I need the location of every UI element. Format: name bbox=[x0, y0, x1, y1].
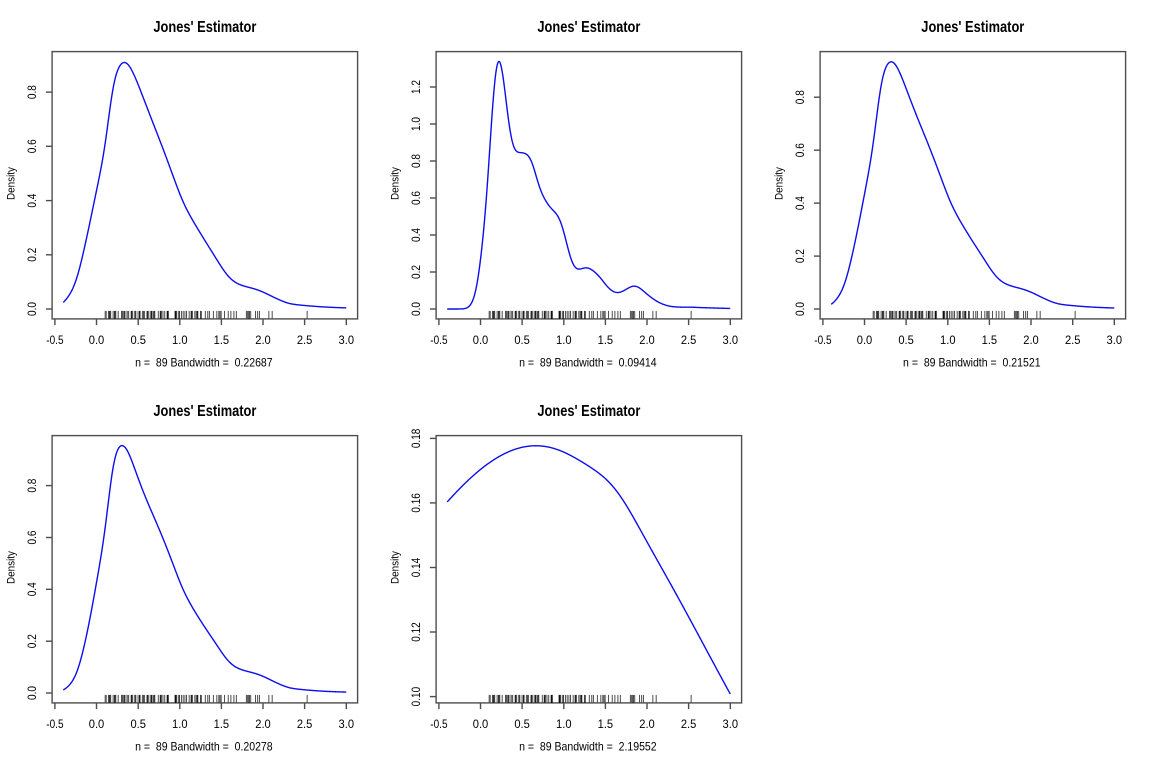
svg-text:0.0: 0.0 bbox=[473, 719, 489, 731]
svg-text:0.4: 0.4 bbox=[411, 227, 423, 242]
svg-text:0.5: 0.5 bbox=[130, 719, 146, 731]
svg-text:0.4: 0.4 bbox=[795, 196, 807, 211]
svg-text:1.0: 1.0 bbox=[172, 335, 188, 347]
svg-text:0.4: 0.4 bbox=[27, 193, 39, 208]
svg-text:0.6: 0.6 bbox=[27, 531, 39, 545]
svg-text:0.5: 0.5 bbox=[514, 719, 530, 731]
svg-text:0.6: 0.6 bbox=[795, 143, 807, 157]
svg-text:-0.5: -0.5 bbox=[46, 335, 63, 347]
svg-text:Density: Density bbox=[5, 167, 17, 200]
svg-text:3.0: 3.0 bbox=[723, 335, 739, 347]
svg-text:0.5: 0.5 bbox=[898, 335, 914, 347]
svg-text:2.0: 2.0 bbox=[639, 719, 655, 731]
svg-text:n = 89 Bandwidth = 0.21521: n = 89 Bandwidth = 0.21521 bbox=[903, 356, 1041, 370]
svg-text:n = 89 Bandwidth = 0.22687: n = 89 Bandwidth = 0.22687 bbox=[135, 356, 273, 370]
svg-text:1.0: 1.0 bbox=[411, 117, 423, 131]
svg-text:n = 89 Bandwidth = 0.20278: n = 89 Bandwidth = 0.20278 bbox=[135, 740, 273, 754]
svg-text:0.12: 0.12 bbox=[411, 622, 423, 642]
svg-text:1.2: 1.2 bbox=[411, 80, 423, 94]
svg-text:1.5: 1.5 bbox=[214, 719, 230, 731]
svg-text:2.5: 2.5 bbox=[681, 335, 697, 347]
svg-text:2.5: 2.5 bbox=[297, 335, 313, 347]
svg-text:1.5: 1.5 bbox=[598, 335, 614, 347]
svg-text:Jones' Estimator: Jones' Estimator bbox=[153, 403, 256, 420]
svg-text:1.5: 1.5 bbox=[214, 335, 230, 347]
svg-text:0.0: 0.0 bbox=[473, 335, 489, 347]
svg-text:Density: Density bbox=[389, 551, 401, 584]
svg-text:0.8: 0.8 bbox=[795, 90, 807, 104]
svg-text:n = 89 Bandwidth = 0.09414: n = 89 Bandwidth = 0.09414 bbox=[519, 356, 657, 370]
svg-text:3.0: 3.0 bbox=[1107, 335, 1123, 347]
svg-text:0.5: 0.5 bbox=[514, 335, 530, 347]
svg-text:0.0: 0.0 bbox=[27, 302, 39, 316]
svg-text:Density: Density bbox=[389, 167, 401, 200]
svg-text:2.5: 2.5 bbox=[681, 719, 697, 731]
svg-text:0.8: 0.8 bbox=[411, 154, 423, 168]
svg-text:Jones' Estimator: Jones' Estimator bbox=[921, 19, 1024, 36]
svg-text:2.5: 2.5 bbox=[1065, 335, 1081, 347]
svg-text:Density: Density bbox=[5, 551, 17, 584]
svg-text:-0.5: -0.5 bbox=[430, 719, 447, 731]
svg-text:-0.5: -0.5 bbox=[430, 335, 447, 347]
svg-text:2.5: 2.5 bbox=[297, 719, 313, 731]
svg-text:3.0: 3.0 bbox=[339, 719, 355, 731]
svg-text:2.0: 2.0 bbox=[255, 335, 271, 347]
svg-text:0.10: 0.10 bbox=[411, 687, 423, 707]
svg-text:Jones' Estimator: Jones' Estimator bbox=[153, 19, 256, 36]
svg-text:0.4: 0.4 bbox=[27, 582, 39, 597]
svg-text:1.5: 1.5 bbox=[982, 335, 998, 347]
svg-text:0.6: 0.6 bbox=[411, 191, 423, 205]
svg-text:0.8: 0.8 bbox=[27, 85, 39, 99]
svg-text:0.0: 0.0 bbox=[795, 302, 807, 316]
svg-text:0.0: 0.0 bbox=[89, 719, 105, 731]
svg-text:0.0: 0.0 bbox=[411, 302, 423, 316]
svg-text:1.0: 1.0 bbox=[556, 335, 572, 347]
svg-text:2.0: 2.0 bbox=[1023, 335, 1039, 347]
svg-text:1.0: 1.0 bbox=[556, 719, 572, 731]
svg-text:1.0: 1.0 bbox=[940, 335, 956, 347]
svg-text:0.2: 0.2 bbox=[27, 248, 39, 262]
svg-text:1.5: 1.5 bbox=[598, 719, 614, 731]
svg-text:0.6: 0.6 bbox=[27, 139, 39, 153]
svg-text:0.16: 0.16 bbox=[411, 493, 423, 513]
svg-text:0.0: 0.0 bbox=[27, 686, 39, 700]
svg-text:0.2: 0.2 bbox=[411, 265, 423, 279]
svg-text:3.0: 3.0 bbox=[339, 335, 355, 347]
svg-text:1.0: 1.0 bbox=[172, 719, 188, 731]
svg-text:-0.5: -0.5 bbox=[46, 719, 63, 731]
svg-text:0.18: 0.18 bbox=[411, 429, 423, 449]
svg-text:Jones' Estimator: Jones' Estimator bbox=[537, 19, 640, 36]
svg-text:0.0: 0.0 bbox=[89, 335, 105, 347]
svg-text:0.14: 0.14 bbox=[411, 557, 423, 577]
svg-text:2.0: 2.0 bbox=[255, 719, 271, 731]
svg-text:0.5: 0.5 bbox=[130, 335, 146, 347]
svg-text:Jones' Estimator: Jones' Estimator bbox=[537, 403, 640, 420]
svg-text:3.0: 3.0 bbox=[723, 719, 739, 731]
svg-text:0.2: 0.2 bbox=[27, 634, 39, 648]
svg-text:0.2: 0.2 bbox=[795, 249, 807, 263]
svg-text:0.0: 0.0 bbox=[857, 335, 873, 347]
svg-text:n = 89 Bandwidth = 2.19552: n = 89 Bandwidth = 2.19552 bbox=[519, 740, 657, 754]
svg-text:Density: Density bbox=[773, 167, 785, 200]
svg-text:-0.5: -0.5 bbox=[814, 335, 831, 347]
svg-text:0.8: 0.8 bbox=[27, 479, 39, 493]
svg-text:2.0: 2.0 bbox=[639, 335, 655, 347]
